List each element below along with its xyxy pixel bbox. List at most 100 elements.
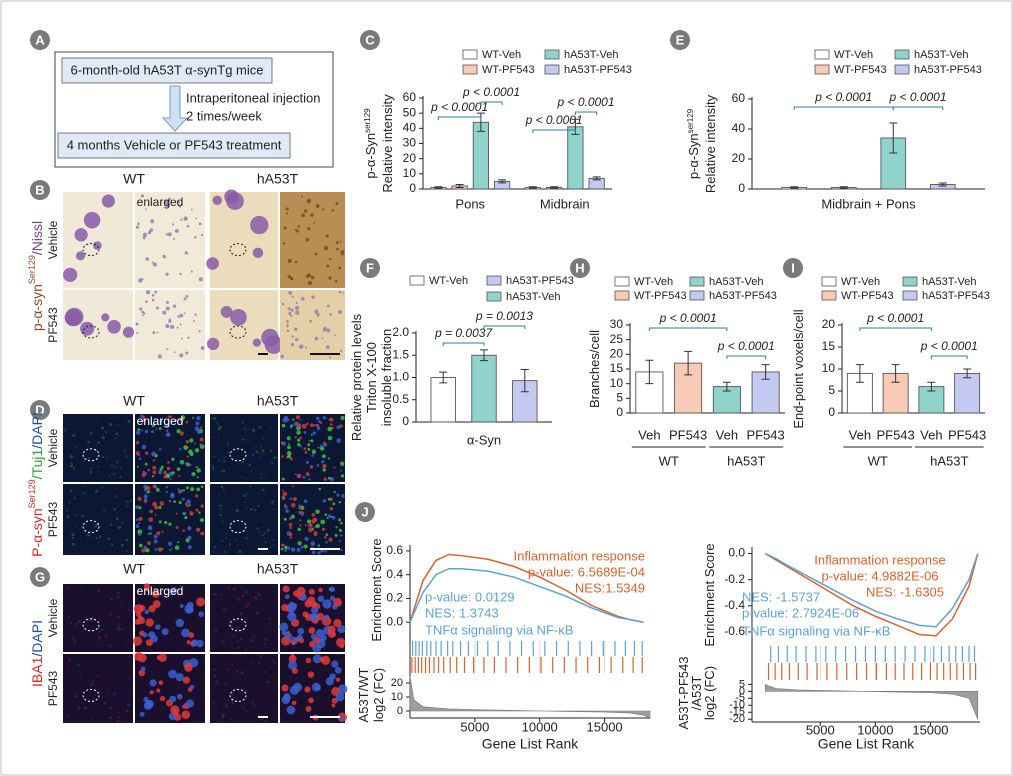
micrograph-texture — [309, 465, 313, 469]
stain-label: p-α-synSer129/Nissl — [27, 221, 44, 331]
micrograph-texture — [224, 704, 229, 708]
roi-outline — [82, 448, 100, 462]
gene-set-stat: p-value: 2.7924E-06 — [742, 605, 859, 620]
micrograph-texture — [110, 612, 113, 615]
micrograph-texture — [287, 454, 292, 459]
micrograph-texture — [222, 489, 226, 492]
micrograph-texture — [171, 457, 175, 462]
micrograph-texture — [294, 228, 297, 231]
micrograph-texture — [338, 684, 348, 694]
micrograph-texture — [251, 700, 255, 704]
micrograph-texture — [129, 655, 131, 658]
error-bar — [855, 364, 864, 383]
micrograph-texture — [66, 656, 69, 658]
micrograph-texture — [332, 502, 336, 506]
micrograph-texture — [63, 267, 78, 282]
micrograph-texture — [158, 680, 164, 686]
micrograph-texture — [113, 602, 115, 604]
text-part: ser129 — [686, 108, 695, 133]
enrichment-curve — [764, 552, 979, 637]
micrograph-texture — [152, 262, 157, 267]
text-part: P-α-syn — [29, 508, 45, 557]
micrograph-texture — [118, 711, 120, 714]
gene-set-stat: p-value: 0.0129 — [425, 589, 515, 604]
x-tick-label: Veh — [920, 427, 942, 442]
micrograph-texture — [316, 464, 320, 467]
micrograph-texture — [186, 499, 191, 504]
micrograph-texture — [71, 716, 73, 719]
enrichment-curve — [409, 553, 644, 623]
micrograph-texture — [334, 334, 336, 337]
x-tick-label: 5000 — [806, 722, 835, 737]
micrograph-texture — [337, 309, 342, 315]
micrograph-texture — [327, 514, 332, 518]
micrograph-texture — [65, 307, 84, 327]
micrograph-texture — [75, 543, 78, 546]
micrograph-texture — [152, 590, 160, 598]
micrograph-texture — [261, 474, 263, 476]
micrograph-texture — [142, 632, 148, 638]
error-bar — [434, 186, 443, 189]
micrograph-texture — [281, 455, 284, 458]
y-axis-title: /A53T — [689, 676, 704, 711]
y-tick-label: -0.2 — [724, 572, 745, 586]
y-axis-title: Branches/cell — [587, 330, 602, 408]
micrograph-texture — [179, 489, 184, 494]
micrograph-texture — [297, 527, 301, 532]
micrograph-texture — [167, 232, 172, 237]
micrograph-texture — [144, 471, 148, 475]
micrograph-texture — [329, 313, 333, 316]
legend-swatch — [894, 64, 910, 75]
micrograph-texture — [190, 270, 193, 273]
micrograph-texture — [220, 485, 224, 489]
y-axis-title: p-α-Synser129 — [363, 108, 379, 179]
micrograph-texture — [284, 594, 290, 600]
micrograph — [63, 484, 133, 555]
micrograph-texture — [162, 254, 166, 259]
micrograph-texture — [216, 422, 218, 424]
micrograph-texture — [285, 207, 289, 211]
micrograph-texture — [200, 444, 203, 447]
micrograph-texture — [218, 425, 220, 427]
micrograph-texture — [230, 308, 247, 326]
micrograph-texture — [304, 524, 307, 527]
micrograph-texture — [326, 264, 330, 268]
micrograph-texture — [96, 674, 99, 677]
micrograph-texture — [262, 518, 265, 521]
micrograph-texture — [141, 417, 147, 423]
micrograph — [210, 654, 278, 723]
micrograph-texture — [147, 490, 151, 493]
micrograph-texture — [264, 638, 268, 641]
micrograph-texture — [251, 453, 255, 457]
micrograph-texture — [179, 272, 182, 276]
x-tick-label: 10000 — [857, 722, 893, 737]
micrograph-texture — [322, 615, 328, 621]
legend-swatch — [689, 290, 705, 301]
error-bar — [550, 186, 559, 189]
micrograph-texture — [291, 640, 296, 646]
micrograph-texture — [82, 485, 84, 487]
micrograph-texture — [144, 497, 148, 501]
significance-bracket — [532, 129, 576, 133]
micrograph-texture — [142, 236, 146, 240]
stain-label: P-α-synSer129/Tuj1/DAPI — [27, 412, 44, 557]
micrograph-texture — [244, 536, 247, 539]
micrograph-texture — [175, 618, 185, 628]
y-axis-title: Enrichment Score — [369, 538, 384, 641]
micrograph-texture — [135, 225, 140, 229]
micrograph-texture — [127, 419, 131, 423]
micrograph-texture — [66, 714, 69, 718]
micrograph-texture — [195, 466, 198, 469]
micrograph-texture — [144, 462, 148, 466]
micrograph-texture — [176, 693, 183, 700]
panel-letter: E — [676, 32, 685, 47]
micrograph — [135, 414, 205, 482]
micrograph-texture — [257, 505, 260, 508]
micrograph-texture — [181, 710, 191, 719]
micrograph-texture — [200, 426, 203, 429]
micrograph-texture — [340, 250, 345, 255]
x-tick-label: Veh — [849, 427, 871, 442]
x-tick-label: Pons — [455, 196, 485, 211]
y-axis-title: Relative protein levels — [349, 313, 364, 441]
micrograph-texture — [281, 604, 289, 612]
